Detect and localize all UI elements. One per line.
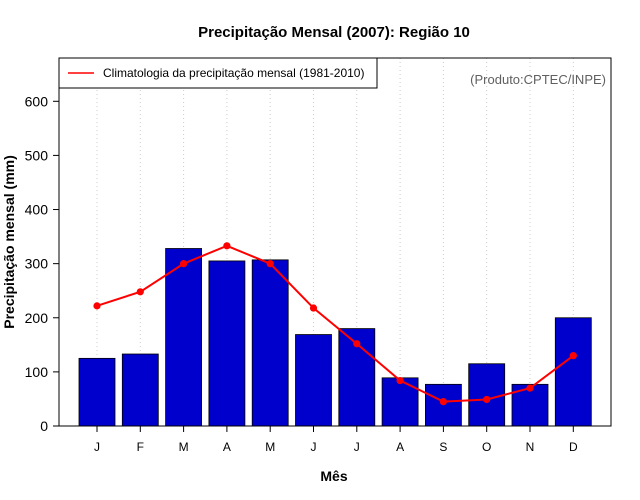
climatology-point-7 xyxy=(396,376,404,385)
x-tick-label: M xyxy=(265,440,275,454)
y-tick-label: 300 xyxy=(25,256,49,272)
climatology-point-3 xyxy=(223,242,231,250)
x-tick-label: A xyxy=(396,440,404,454)
y-axis-label: Precipitação mensal (mm) xyxy=(1,155,17,329)
bar-3 xyxy=(208,260,246,427)
y-tick-label: 100 xyxy=(25,364,49,380)
climatology-point-10 xyxy=(526,384,534,392)
bar-6 xyxy=(338,328,376,427)
climatology-point-1 xyxy=(136,288,144,296)
climatology-point-9 xyxy=(483,395,491,404)
legend: Climatologia da precipitação mensal (198… xyxy=(58,57,378,89)
bar-5 xyxy=(295,334,332,427)
y-tick-label: 200 xyxy=(25,310,49,326)
bar-7 xyxy=(381,377,419,427)
climatology-point-5 xyxy=(309,304,318,312)
chart-title: Precipitação Mensal (2007): Região 10 xyxy=(198,24,470,41)
bar-2 xyxy=(165,248,203,427)
climatology-point-6 xyxy=(353,340,361,348)
x-tick-label: M xyxy=(179,440,189,454)
bar-4 xyxy=(251,259,289,427)
legend-entry-climatology: Climatologia da precipitação mensal (198… xyxy=(103,66,364,80)
y-tick-label: 500 xyxy=(25,147,49,163)
climatology-point-4 xyxy=(266,260,274,268)
x-tick-label: J xyxy=(94,440,100,454)
x-tick-label: O xyxy=(482,440,491,454)
y-tick-label: 400 xyxy=(25,202,49,218)
y-tick-label: 0 xyxy=(40,418,48,434)
climatology-point-0 xyxy=(93,302,101,310)
legend-box xyxy=(58,57,378,89)
bar-9 xyxy=(468,363,506,427)
bar-1 xyxy=(121,353,159,427)
bar-series xyxy=(78,248,592,427)
x-tick-label: D xyxy=(569,440,578,454)
bar-11 xyxy=(554,317,592,427)
x-tick-label: N xyxy=(526,440,535,454)
source-note: (Produto:CPTEC/INPE) xyxy=(470,72,606,87)
y-tick-label: 600 xyxy=(25,93,49,109)
climatology-point-11 xyxy=(569,352,577,360)
x-tick-label: A xyxy=(223,440,231,454)
x-tick-label: J xyxy=(311,440,317,454)
x-tick-label: F xyxy=(137,440,144,454)
bar-0 xyxy=(78,357,116,427)
x-axis-label: Mês xyxy=(320,468,347,484)
climatology-point-2 xyxy=(180,260,188,268)
climatology-point-8 xyxy=(439,398,447,406)
climatology-line-series xyxy=(93,242,577,406)
grid-lines xyxy=(96,58,574,426)
climatology-line xyxy=(96,244,574,403)
x-tick-label: J xyxy=(354,440,360,454)
y-axis: 0 100 200 300 400 500 600 xyxy=(25,93,59,434)
x-tick-label: S xyxy=(439,440,447,454)
